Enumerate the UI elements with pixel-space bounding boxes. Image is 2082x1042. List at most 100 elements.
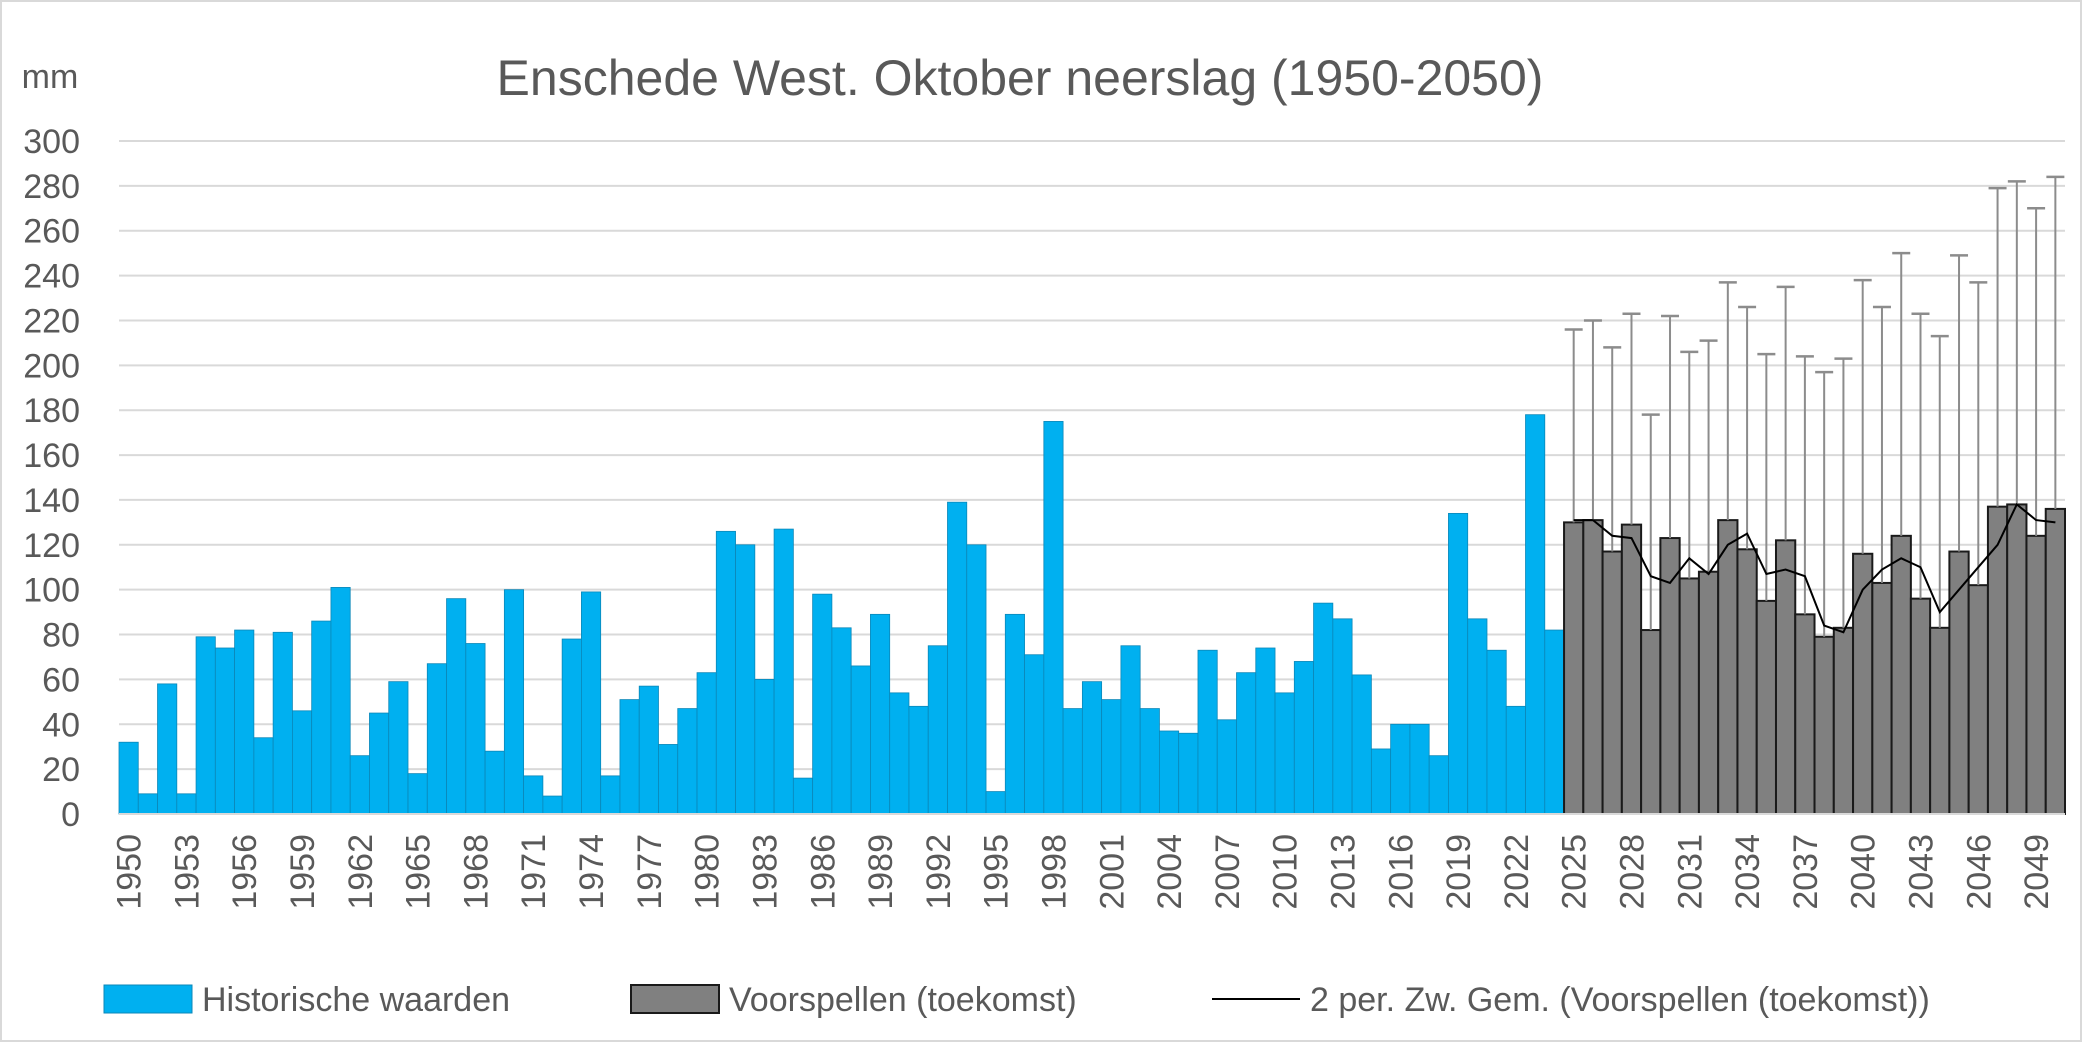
bar-historical: [176, 793, 197, 815]
bar-forecast: [1736, 548, 1758, 816]
x-tick-label: 1962: [342, 834, 380, 910]
bar-forecast: [1871, 581, 1893, 815]
x-tick-label: 1977: [631, 834, 669, 910]
bar-forecast: [1697, 570, 1720, 815]
x-tick-label: 1986: [804, 834, 842, 910]
bar-forecast: [1640, 629, 1662, 816]
bar-historical: [754, 679, 775, 815]
bar-historical: [1293, 661, 1314, 815]
moving-average-series-line: [1573, 502, 2056, 634]
bar-historical: [465, 643, 486, 815]
bar-historical: [1101, 699, 1122, 815]
bar-historical: [234, 629, 255, 815]
bar-forecast: [1755, 599, 1777, 816]
bar-forecast: [1967, 584, 1989, 815]
y-tick-label: 260: [23, 213, 80, 251]
bar-historical: [1544, 629, 1565, 815]
bar-historical: [1178, 732, 1199, 815]
bar-historical: [118, 741, 139, 815]
bar-historical: [426, 663, 447, 815]
bar-historical: [330, 587, 351, 815]
bar-historical: [311, 620, 332, 815]
y-axis-unit-label: mm: [22, 58, 79, 96]
x-tick-label: 1992: [920, 834, 958, 910]
bar-forecast: [1563, 521, 1585, 815]
y-tick-label: 220: [23, 302, 80, 340]
bar-historical: [157, 683, 178, 815]
bar-forecast: [1659, 537, 1681, 815]
legend: Historische waarden Voorspellen (toekoms…: [103, 981, 1930, 1019]
y-tick-label: 180: [23, 392, 80, 430]
bar-historical: [735, 544, 756, 815]
x-tick-label: 1983: [747, 834, 785, 910]
bar-historical: [1409, 723, 1430, 815]
bar-historical: [214, 647, 236, 815]
bar-forecast: [1678, 577, 1700, 816]
y-tick-label: 280: [23, 168, 80, 206]
x-tick-label: 2019: [1440, 834, 1478, 910]
x-tick-label: 2001: [1093, 834, 1131, 910]
x-tick-label: 2034: [1729, 834, 1767, 910]
moving-average-line: [1573, 502, 2056, 634]
x-tick-label: 1959: [284, 834, 322, 910]
x-tick-label: 2013: [1325, 834, 1363, 910]
bar-historical: [966, 544, 987, 815]
bar-forecast: [1909, 597, 1932, 816]
x-tick-label: 1974: [573, 834, 611, 910]
bar-historical: [696, 672, 717, 815]
bar-forecast: [1774, 539, 1797, 816]
x-tick-label: 2016: [1382, 834, 1420, 910]
y-tick-label: 0: [61, 796, 80, 834]
bar-historical: [1197, 649, 1218, 815]
legend-swatch-forecast: [630, 984, 720, 1014]
x-tick-label: 1971: [515, 834, 553, 910]
bar-historical: [523, 775, 544, 815]
bar-historical: [369, 712, 390, 815]
bar-historical: [1004, 613, 1025, 815]
bar-forecast: [2006, 503, 2028, 815]
bar-forecast: [1582, 519, 1604, 816]
x-tick-label: 2037: [1787, 834, 1825, 910]
bar-historical: [1390, 723, 1411, 815]
bar-historical: [850, 665, 871, 815]
bar-historical: [503, 589, 525, 815]
x-tick-label: 2031: [1671, 834, 1709, 910]
bar-historical: [1159, 730, 1180, 815]
bar-forecast: [1620, 523, 1643, 815]
x-tick-label: 1965: [400, 834, 438, 910]
bar-historical: [1139, 708, 1160, 815]
bar-historical: [137, 793, 158, 815]
y-tick-label: 60: [42, 661, 80, 699]
bar-historical: [253, 737, 274, 815]
bar-historical: [1428, 755, 1449, 815]
bar-historical: [1255, 647, 1276, 815]
x-tick-label: 2028: [1614, 834, 1652, 910]
y-tick-label: 300: [23, 123, 80, 161]
bar-historical: [407, 773, 428, 815]
bar-historical: [600, 775, 621, 815]
bar-historical: [1467, 618, 1488, 815]
x-tick-label: 2004: [1151, 834, 1189, 910]
bar-historical: [195, 636, 216, 815]
bar-historical: [638, 685, 659, 815]
x-tick-label: 2043: [1903, 834, 1941, 910]
bar-forecast: [1601, 550, 1623, 816]
bar-historical: [1062, 708, 1083, 815]
x-tick-label: 1995: [978, 834, 1016, 910]
y-tick-label: 80: [42, 617, 80, 655]
x-tick-label: 2022: [1498, 834, 1536, 910]
legend-swatch-historical: [103, 984, 193, 1014]
bar-historical: [773, 528, 794, 815]
bar-historical: [349, 755, 370, 815]
bar-historical: [927, 645, 948, 815]
bar-historical: [658, 744, 679, 815]
bar-historical: [1448, 512, 1469, 815]
bar-forecast: [2025, 534, 2047, 815]
x-tick-label: 1989: [862, 834, 900, 910]
bar-historical: [985, 791, 1006, 815]
bar-historical: [1236, 672, 1257, 815]
bar-forecast: [1832, 626, 1855, 816]
error-bars: [1564, 175, 2065, 637]
bar-historical: [831, 627, 852, 815]
